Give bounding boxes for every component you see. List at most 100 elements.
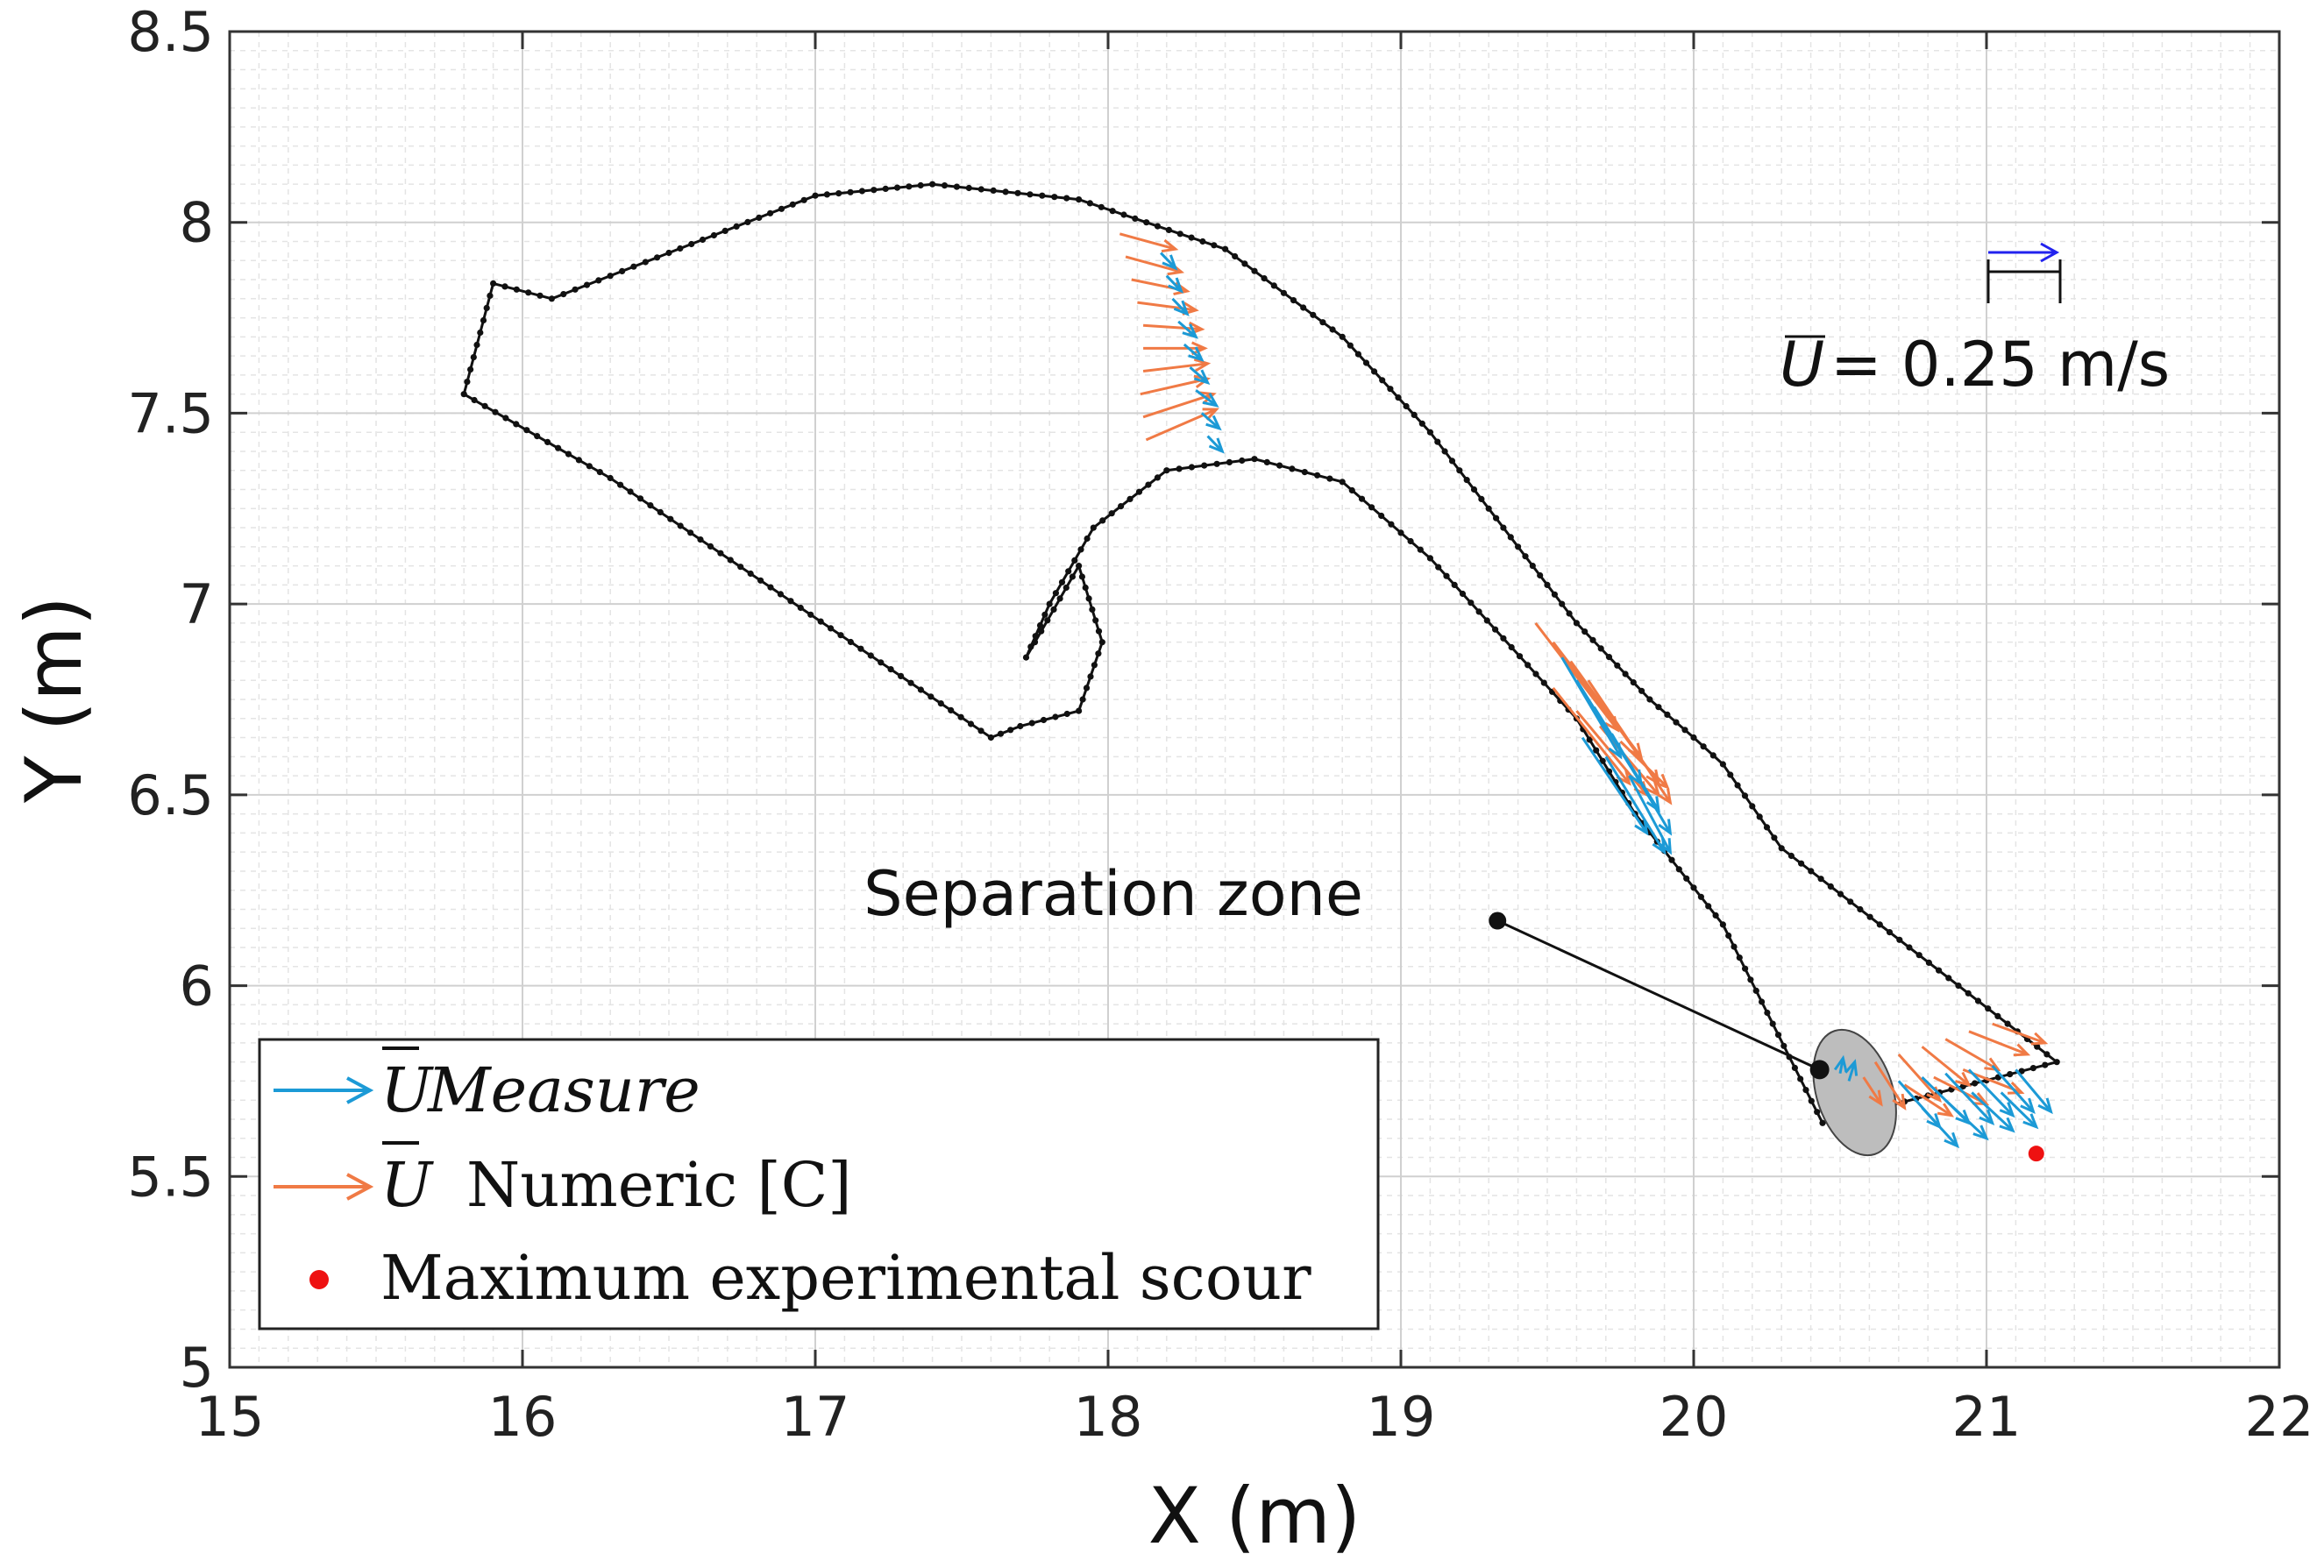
boundary-point [1529, 563, 1536, 570]
boundary-point [501, 283, 508, 290]
boundary-point [1095, 628, 1103, 635]
boundary-point [502, 415, 509, 422]
boundary-point [1379, 377, 1386, 384]
measure-vector [1200, 412, 1222, 431]
boundary-point [1077, 546, 1084, 553]
boundary-point [1032, 633, 1039, 640]
boundary-point [1725, 932, 1732, 940]
boundary-point [1683, 875, 1690, 882]
boundary-point [1300, 304, 1307, 311]
boundary-point [1434, 438, 1441, 445]
numeric-vector [1873, 1061, 1907, 1111]
boundary-point [1719, 761, 1726, 768]
boundary-point [1655, 704, 1662, 711]
boundary-point [893, 184, 901, 191]
boundary-point [1354, 351, 1361, 358]
boundary-point [1188, 464, 1195, 471]
boundary-point [797, 604, 804, 612]
boundary-point [548, 295, 556, 302]
legend-entry-scour: Maximum experimental scour [309, 1242, 1311, 1314]
separation-zone-anchor [1489, 912, 1507, 930]
boundary-point [1945, 975, 1952, 982]
boundary-point [1985, 1005, 1992, 1012]
measure-vector [1177, 320, 1198, 339]
boundary-point [1143, 219, 1150, 226]
boundary-point [492, 408, 499, 415]
boundary-point [1261, 275, 1268, 282]
boundary-point [1742, 965, 1749, 972]
boundary-point [898, 672, 905, 680]
numeric-vector-head [2013, 1043, 2031, 1057]
boundary-point [1017, 722, 1024, 730]
boundary-point [1199, 238, 1206, 245]
boundary-point [1605, 654, 1613, 661]
boundary-point [1508, 643, 1515, 651]
measure-vector-shaft [1206, 435, 1224, 453]
boundary-point [1132, 215, 1139, 222]
legend-measure-label: Measure [426, 1054, 700, 1126]
boundary-point [1764, 1009, 1771, 1017]
boundary-point [1031, 639, 1039, 646]
boundary-point [1747, 976, 1754, 983]
boundary-point [1955, 983, 1962, 990]
boundary-point [1050, 606, 1057, 614]
boundary-point [1086, 200, 1093, 207]
boundary-point [828, 625, 835, 632]
legend: U Measure U Numeric [C] Maximum experime… [258, 1038, 1380, 1330]
measure-vector-head [1658, 838, 1673, 855]
boundary-point [2053, 1059, 2060, 1066]
boundary-point [1319, 319, 1326, 326]
numeric-vector-head [1193, 358, 1212, 372]
boundary-point [1566, 610, 1573, 617]
numeric-vector-head [1202, 408, 1219, 421]
boundary-point [1213, 460, 1220, 467]
boundary-point [1163, 467, 1170, 474]
boundary-point [1808, 868, 1815, 875]
boundary-point [1076, 707, 1083, 714]
boundary-point [1759, 998, 1766, 1005]
boundary-point [630, 263, 637, 270]
boundary-point [1769, 1020, 1776, 1027]
boundary-point [837, 632, 844, 639]
numeric-vector-shaft [1873, 1061, 1906, 1109]
boundary-point [1537, 571, 1544, 579]
boundary-point [767, 209, 774, 216]
boundary-point [636, 495, 644, 502]
boundary-point [1791, 1064, 1798, 1071]
boundary-point [617, 481, 624, 488]
boundary-point [977, 727, 984, 734]
boundary-point [534, 433, 541, 440]
x-tick-label: 18 [1074, 1385, 1143, 1449]
boundary-point [544, 438, 551, 445]
boundary-point [1475, 608, 1482, 615]
boundary-point [1232, 252, 1239, 260]
numeric-vector [1143, 341, 1208, 356]
boundary-point [1118, 503, 1125, 510]
boundary-point [756, 214, 763, 221]
boundary-point [929, 181, 936, 188]
numeric-vector-shaft [1897, 1053, 1941, 1102]
boundary-point [1515, 543, 1522, 550]
boundary-point [586, 463, 593, 470]
boundary-point [1069, 573, 1076, 580]
numeric-vector-shaft [1142, 362, 1208, 373]
measure-vector-shaft [1971, 1091, 2015, 1132]
scour-point [2028, 1146, 2044, 1162]
measure-vector-shaft [1200, 412, 1220, 429]
measure-vector [1610, 733, 1673, 836]
measure-vector-shaft [1944, 1072, 1994, 1125]
boundary-point [1516, 653, 1524, 660]
boundary-point [787, 598, 794, 605]
boundary-point [565, 451, 572, 458]
measure-vector-head [2022, 1113, 2039, 1130]
numeric-vector-shaft [1921, 1046, 1970, 1086]
boundary-point [1239, 457, 1246, 465]
boundary-point [1866, 913, 1873, 920]
boundary-point [1876, 921, 1883, 928]
boundary-point [1709, 752, 1716, 759]
measure-vectors [1160, 252, 2053, 1149]
boundary-point [1459, 590, 1467, 598]
boundary-point [1532, 670, 1539, 678]
boundary-point [1041, 611, 1048, 618]
boundary-point [1470, 486, 1478, 493]
